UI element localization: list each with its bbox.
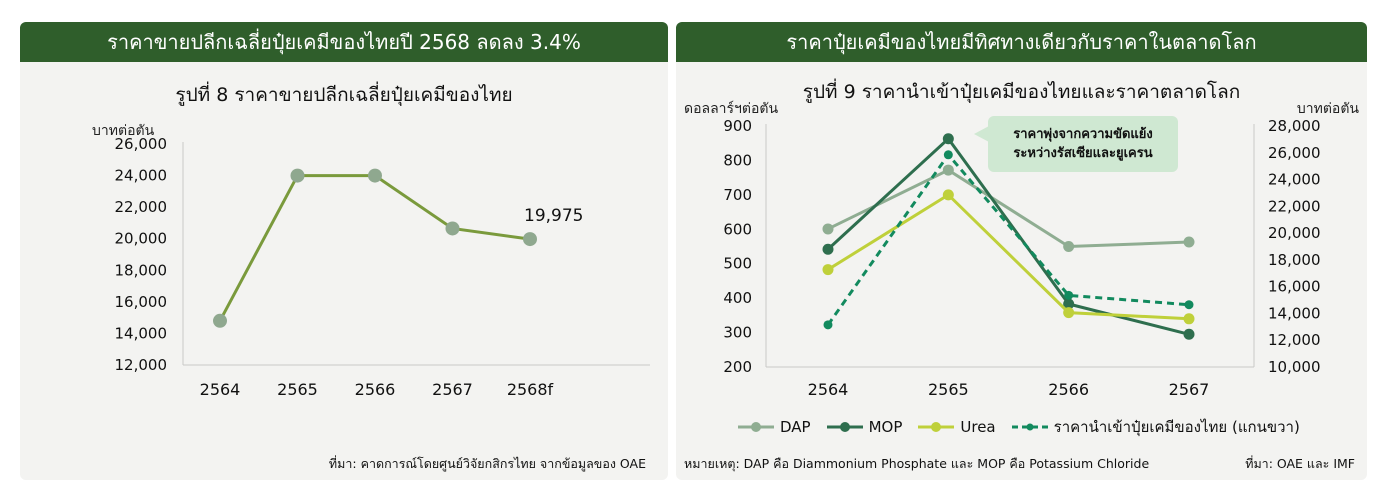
- right-footnote: หมายเหตุ: DAP คือ Diammonium Phosphate แ…: [684, 456, 1150, 471]
- left-chart-title: รูปที่ 8 ราคาขายปลีกเฉลี่ยปุ๋ยเคมีของไทย: [175, 84, 513, 106]
- right-left-tick-label: 500: [723, 255, 752, 273]
- right-left-tick-label: 900: [723, 117, 752, 135]
- right-series-line-0: [827, 168, 1190, 249]
- right-right-tick-label: 22,000: [1268, 197, 1321, 215]
- right-series-point-3: [823, 320, 833, 330]
- right-left-tick-label: 600: [723, 220, 752, 238]
- right-series-point-2: [822, 264, 834, 276]
- legend-swatch-mop: [826, 422, 863, 432]
- left-x-tick-label: 2567: [432, 380, 473, 399]
- left-panel-header: ราคาขายปลีกเฉลี่ยปุ๋ยเคมีของไทยปี 2568 ล…: [20, 22, 668, 62]
- right-series-point-0: [1183, 236, 1195, 248]
- left-data-point: [368, 168, 382, 183]
- right-series-point-1: [822, 243, 834, 255]
- right-series-line-2: [827, 192, 1190, 321]
- right-left-tick-label: 800: [723, 151, 752, 169]
- right-x-tick-label: 2567: [1169, 380, 1210, 399]
- right-right-tick-label: 18,000: [1268, 251, 1321, 269]
- right-left-tick-label: 700: [723, 186, 752, 204]
- right-right-axis-unit: บาทต่อตัน: [1296, 101, 1359, 117]
- right-right-tick-label: 24,000: [1268, 171, 1321, 189]
- right-source-note: ที่มา: OAE และ IMF: [1245, 456, 1355, 471]
- legend-item-mop: MOP: [826, 418, 903, 436]
- right-left-axis-unit: ดอลลาร์ฯต่อตัน: [684, 101, 779, 117]
- legend-swatch-dap: [738, 422, 774, 432]
- right-legend: DAP MOP Urea ราคานำเข้าปุ๋ยเคมีของไทย (แ…: [738, 417, 1316, 437]
- left-x-tick-label: 2566: [355, 380, 396, 399]
- left-data-point: [290, 168, 305, 183]
- right-series-point-0: [822, 223, 834, 235]
- legend-label-thai-import: ราคานำเข้าปุ๋ยเคมีของไทย (แกนขวา): [1053, 418, 1300, 436]
- right-right-tick-label: 12,000: [1268, 331, 1321, 349]
- right-right-tick-label: 28,000: [1268, 117, 1321, 135]
- left-y-tick-label: 16,000: [115, 293, 168, 311]
- right-x-tick-label: 2566: [1048, 380, 1089, 399]
- right-left-tick-label: 300: [723, 324, 752, 342]
- left-source-note: ที่มา: คาดการณ์โดยศูนย์วิจัยกสิกรไทย จาก…: [328, 456, 646, 471]
- right-series-point-1: [942, 133, 954, 145]
- right-series-point-3: [1184, 300, 1194, 310]
- left-x-tick-label: 2565: [277, 380, 318, 399]
- left-y-tick-label: 12,000: [115, 356, 168, 374]
- left-y-tick-label: 22,000: [115, 198, 168, 216]
- right-x-tick-label: 2565: [928, 380, 969, 399]
- right-chart-title: รูปที่ 9 ราคานำเข้าปุ๋ยเคมีของไทยและราคา…: [802, 81, 1241, 103]
- callout-line-1: ราคาพุ่งจากความขัดแย้ง: [1013, 127, 1153, 142]
- right-series-point-1: [1063, 298, 1075, 310]
- right-left-tick-label: 400: [723, 289, 752, 307]
- right-series-point-0: [942, 164, 954, 176]
- left-panel: ราคาขายปลีกเฉลี่ยปุ๋ยเคมีของไทยปี 2568 ล…: [20, 22, 668, 480]
- right-series-line-3: [826, 152, 1190, 326]
- right-series-point-3: [1064, 290, 1074, 300]
- left-data-label: 19,975: [524, 206, 583, 226]
- left-y-tick-label: 26,000: [115, 135, 168, 153]
- right-x-tick-label: 2564: [808, 380, 849, 399]
- right-series-point-2: [942, 189, 954, 201]
- legend-label-mop: MOP: [868, 418, 903, 436]
- right-right-tick-label: 16,000: [1268, 278, 1321, 296]
- right-series-point-3: [943, 150, 953, 160]
- legend-item-urea: Urea: [918, 418, 996, 436]
- right-left-tick-label: 200: [723, 358, 752, 376]
- callout-box: ราคาพุ่งจากความขัดแย้ง ระหว่างรัสเซียและ…: [988, 116, 1178, 172]
- right-right-tick-label: 20,000: [1268, 224, 1321, 242]
- left-y-tick-label: 18,000: [115, 261, 168, 279]
- right-panel-header: ราคาปุ๋ยเคมีของไทยมีทิศทางเดียวกับราคาใน…: [676, 22, 1367, 62]
- right-series-point-0: [1063, 241, 1075, 252]
- right-line-chart: 200 300 400 500 600 700 800 900 10,000 12,000 14,0…: [723, 117, 1321, 399]
- left-data-point: [213, 313, 227, 328]
- right-right-tick-label: 10,000: [1268, 358, 1321, 376]
- right-series-point-1: [1183, 328, 1195, 340]
- legend-label-urea: Urea: [960, 418, 996, 436]
- right-panel: ราคาปุ๋ยเคมีของไทยมีทิศทางเดียวกับราคาใน…: [676, 22, 1367, 480]
- right-right-tick-label: 26,000: [1268, 144, 1321, 162]
- left-y-tick-label: 24,000: [115, 167, 168, 185]
- left-series-line: [218, 174, 531, 322]
- left-line-chart: 12,000 14,000 16,000 18,000 20,000 22,000 24,0…: [115, 135, 650, 399]
- left-y-tick-label: 14,000: [115, 324, 168, 342]
- left-x-tick-label: 2564: [200, 380, 241, 399]
- right-series-line-1: [826, 136, 1190, 336]
- legend-item-thai-import: ราคานำเข้าปุ๋ยเคมีของไทย (แกนขวา): [1011, 415, 1300, 439]
- legend-swatch-thai-import: [1011, 423, 1048, 431]
- right-right-tick-label: 14,000: [1268, 304, 1321, 322]
- left-x-tick-label: 2568f: [507, 380, 554, 399]
- left-data-point: [523, 232, 537, 247]
- legend-item-dap: DAP: [738, 418, 811, 436]
- right-series-point-2: [1183, 313, 1195, 325]
- legend-label-dap: DAP: [780, 418, 811, 436]
- left-y-tick-label: 20,000: [115, 230, 168, 248]
- callout-line-2: ระหว่างรัสเซียและยูเครน: [1013, 146, 1153, 161]
- left-data-point: [445, 221, 460, 236]
- right-series-point-2: [1063, 307, 1075, 319]
- callout-pointer: [974, 126, 989, 142]
- left-y-axis-unit: บาทต่อตัน: [92, 123, 155, 139]
- legend-swatch-urea: [918, 422, 955, 432]
